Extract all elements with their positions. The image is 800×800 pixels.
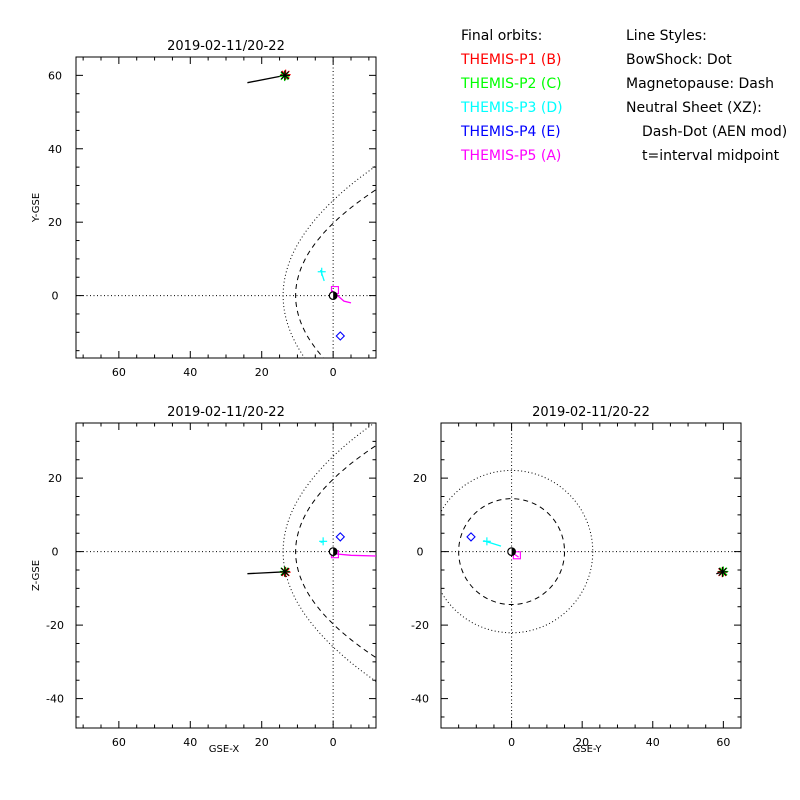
style-neutral-sheet-model: Dash-Dot (AEN mod) bbox=[642, 124, 788, 140]
probe-marker-diamond bbox=[335, 532, 346, 542]
x-tick-label: 0 bbox=[330, 366, 337, 379]
style-neutral-sheet: Neutral Sheet (XZ): bbox=[626, 100, 762, 116]
probe-marker-star bbox=[279, 566, 290, 577]
y-tick-label: -20 bbox=[411, 619, 429, 632]
line-styles-legend: Line Styles: BowShock: Dot Magnetopause:… bbox=[626, 24, 787, 168]
x-tick-label: 40 bbox=[183, 366, 197, 379]
x-tick-label: 60 bbox=[716, 736, 730, 749]
magnetopause-curve bbox=[295, 444, 376, 659]
earth-marker bbox=[328, 291, 338, 300]
plot-frame bbox=[440, 422, 742, 729]
probe-marker-plus bbox=[317, 267, 326, 276]
y-tick-label: 0 bbox=[417, 546, 424, 559]
orbit-track bbox=[247, 571, 285, 575]
orbits-legend: Final orbits: THEMIS-P1 (B) THEMIS-P2 (C… bbox=[461, 24, 563, 168]
y-axis-label: Z-GSE bbox=[31, 560, 42, 591]
orbit-track bbox=[247, 74, 286, 84]
legend-probe-p3: THEMIS-P3 (D) bbox=[461, 100, 563, 116]
x-axis-label: GSE-Y bbox=[573, 744, 603, 755]
earth-marker bbox=[507, 547, 516, 557]
orbits-legend-title: Final orbits: bbox=[461, 28, 543, 44]
style-midpoint-note: t=interval midpoint bbox=[642, 148, 780, 164]
y-tick-label: 20 bbox=[48, 472, 62, 485]
probe-marker-star bbox=[279, 70, 290, 81]
x-tick-label: 60 bbox=[112, 366, 126, 379]
y-tick-label: -40 bbox=[46, 693, 64, 706]
y-tick-label: -40 bbox=[411, 693, 429, 706]
x-tick-label: 0 bbox=[508, 736, 515, 749]
y-axis-label: Y-GSE bbox=[31, 193, 42, 223]
x-tick-label: 20 bbox=[255, 366, 269, 379]
y-tick-label: 20 bbox=[48, 216, 62, 229]
probe-marker-diamond bbox=[335, 331, 346, 341]
magnetopause-curve bbox=[295, 189, 376, 358]
x-tick-label: 60 bbox=[112, 736, 126, 749]
panel-xy: 2019-02-11/20-22 60 40 20 0 0 20 40 60 Y-GSE bbox=[31, 39, 377, 379]
x-tick-label: 40 bbox=[183, 736, 197, 749]
plot-title: 2019-02-11/20-22 bbox=[167, 39, 285, 54]
probe-marker-star bbox=[717, 566, 728, 577]
line-styles-title: Line Styles: bbox=[626, 28, 707, 44]
legend-probe-p4: THEMIS-P4 (E) bbox=[461, 124, 561, 140]
probe-marker-diamond bbox=[466, 532, 476, 542]
x-tick-label: 20 bbox=[255, 736, 269, 749]
x-axis-label: GSE-X bbox=[209, 744, 240, 755]
earth-marker bbox=[328, 547, 338, 557]
x-tick-label: 40 bbox=[646, 736, 660, 749]
legend-probe-p1: THEMIS-P1 (B) bbox=[461, 52, 562, 68]
x-tick-label: 20 bbox=[575, 736, 589, 749]
panel-xz: 2019-02-11/20-22 60 40 20 0 -40 -20 0 20 GSE-X Z-G… bbox=[31, 405, 377, 755]
style-magnetopause: Magnetopause: Dash bbox=[626, 76, 775, 92]
x-tick-label: 0 bbox=[330, 736, 337, 749]
style-bowshock: BowShock: Dot bbox=[626, 52, 732, 68]
y-tick-label: 60 bbox=[48, 69, 62, 82]
y-tick-label: 0 bbox=[52, 546, 59, 559]
bowshock-curve bbox=[441, 469, 594, 634]
plot-frame bbox=[75, 56, 377, 359]
y-tick-label: 40 bbox=[48, 143, 62, 156]
y-tick-label: -20 bbox=[46, 619, 64, 632]
plot-title: 2019-02-11/20-22 bbox=[167, 405, 285, 420]
y-tick-label: 20 bbox=[413, 472, 427, 485]
plot-title: 2019-02-11/20-22 bbox=[532, 405, 650, 420]
legend-probe-p2: THEMIS-P2 (C) bbox=[461, 76, 562, 92]
plot-frame bbox=[75, 422, 377, 729]
magnetopause-curve bbox=[458, 498, 566, 606]
y-tick-label: 0 bbox=[52, 290, 59, 303]
legend-probe-p5: THEMIS-P5 (A) bbox=[461, 148, 562, 164]
probe-marker-plus bbox=[319, 537, 328, 546]
probe-marker-plus bbox=[482, 537, 491, 546]
bowshock-curve bbox=[282, 165, 376, 358]
